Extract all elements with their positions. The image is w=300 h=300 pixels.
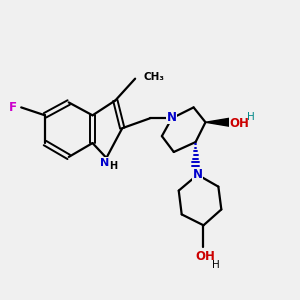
Text: CH₃: CH₃: [143, 72, 164, 82]
Text: H: H: [247, 112, 255, 122]
Text: OH: OH: [196, 250, 215, 263]
Polygon shape: [206, 118, 229, 126]
Text: H: H: [212, 260, 219, 270]
Text: F: F: [9, 101, 17, 114]
Text: N: N: [167, 111, 177, 124]
Text: H: H: [109, 161, 117, 171]
Text: OH: OH: [229, 117, 249, 130]
Text: N: N: [193, 168, 202, 181]
Text: N: N: [100, 158, 109, 168]
